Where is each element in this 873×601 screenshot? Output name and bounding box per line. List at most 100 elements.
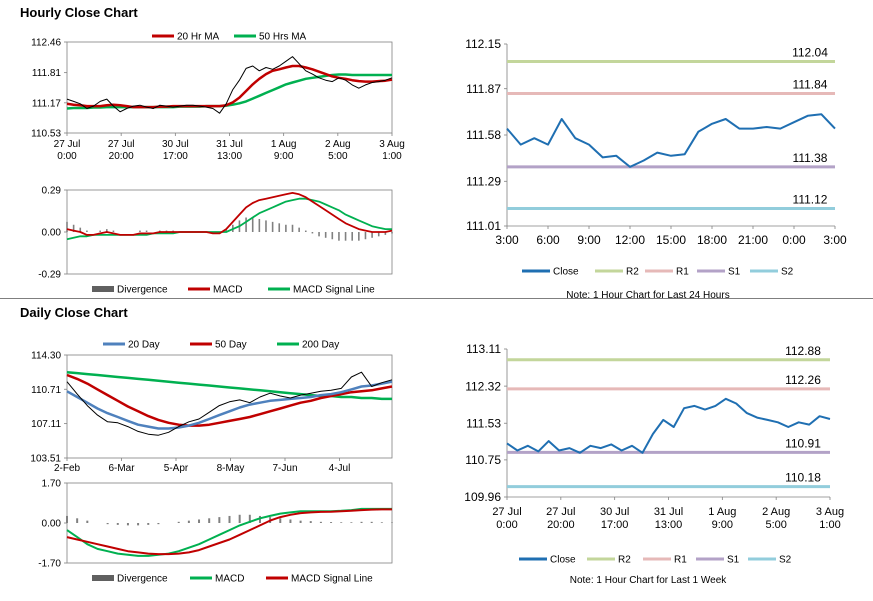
level-label-r2: 112.04: [792, 46, 828, 60]
level-label-r1: 111.84: [793, 77, 828, 91]
x-tick-label: 30 Jul: [600, 506, 629, 518]
chart-note: Note: 1 Hour Chart for Last 1 Week: [570, 575, 728, 586]
legend-label: 20 Day: [128, 340, 160, 351]
x-tick-label: 2 Aug: [762, 506, 790, 518]
y-tick-label: 112.46: [31, 38, 61, 49]
x-tick-label: 27 Jul: [546, 506, 575, 518]
x-tick-label: 4-Jul: [329, 463, 351, 474]
y-tick-label: 113.11: [466, 342, 501, 356]
x-tick-label: 15:00: [656, 233, 686, 247]
x-tick-label: 17:00: [163, 151, 188, 162]
close-line: [506, 397, 831, 454]
x-tick-label: 1:00: [382, 151, 402, 162]
legend-label: R1: [676, 267, 689, 278]
y-tick-label: 111.58: [466, 128, 501, 142]
legend-label: MACD: [213, 285, 242, 296]
y-tick-label: 112.15: [465, 37, 501, 51]
hourly-section-title: Hourly Close Chart: [20, 5, 138, 20]
macd-line: [66, 191, 393, 236]
x-tick-label: 0:00: [57, 151, 77, 162]
level-label-s1: 111.38: [793, 151, 828, 165]
legend-label: MACD: [215, 574, 244, 585]
level-label-r1: 112.26: [785, 373, 821, 387]
y-tick-label: 0.29: [42, 186, 62, 197]
legend-label: R2: [626, 267, 639, 278]
y-tick-label: 109.96: [464, 490, 501, 504]
x-tick-label: 0:00: [496, 519, 517, 531]
x-tick-label: 31 Jul: [216, 139, 243, 150]
x-tick-label: 3:00: [495, 233, 519, 247]
close-line: [66, 56, 393, 114]
x-tick-label: 5:00: [328, 151, 348, 162]
legend-swatch: [92, 286, 114, 292]
x-tick-label: 3 Aug: [816, 506, 844, 518]
x-tick-label: 9:00: [577, 233, 601, 247]
section-divider: [0, 298, 873, 299]
ma20-line: [66, 64, 393, 109]
x-tick-label: 18:00: [697, 233, 727, 247]
legend-label: S2: [779, 555, 792, 566]
legend-label: 50 Hrs MA: [259, 32, 307, 43]
y-tick-label: 110.71: [31, 385, 61, 396]
macd-signal-line: [66, 508, 392, 556]
x-tick-label: 21:00: [738, 233, 768, 247]
y-tick-label: 110.53: [31, 129, 61, 140]
x-tick-label: 27 Jul: [108, 139, 135, 150]
legend-label: Divergence: [117, 285, 168, 296]
y-tick-label: 107.11: [31, 419, 61, 430]
y-tick-label: 111.87: [466, 82, 501, 96]
x-tick-label: 1:00: [819, 519, 840, 531]
legend-label: 20 Hr MA: [177, 32, 220, 43]
x-tick-label: 0:00: [782, 233, 806, 247]
legend-label: 50 Day: [215, 340, 247, 351]
legend-label: MACD Signal Line: [291, 574, 373, 585]
x-tick-label: 3:00: [823, 233, 847, 247]
legend-label: S2: [781, 267, 794, 278]
x-tick-label: 1 Aug: [271, 139, 297, 150]
legend-label: MACD Signal Line: [293, 285, 375, 296]
y-tick-label: 111.01: [466, 219, 501, 233]
x-tick-label: 1 Aug: [708, 506, 736, 518]
legend-label: S1: [728, 267, 741, 278]
x-tick-label: 5-Apr: [164, 463, 189, 474]
x-tick-label: 13:00: [217, 151, 242, 162]
legend-label: R2: [618, 555, 631, 566]
chart-note: Note: 1 Hour Chart for Last 24 Hours: [566, 290, 729, 301]
x-tick-label: 27 Jul: [54, 139, 81, 150]
y-tick-label: 0.00: [42, 519, 62, 530]
y-tick-label: 111.81: [32, 68, 62, 79]
level-label-s1: 110.91: [785, 436, 821, 450]
y-tick-label: -0.29: [38, 270, 61, 281]
ma50-line: [66, 373, 393, 427]
x-tick-label: 13:00: [655, 519, 683, 531]
x-tick-label: 31 Jul: [654, 506, 683, 518]
x-tick-label: 27 Jul: [492, 506, 521, 518]
y-tick-label: 103.51: [30, 454, 61, 465]
legend-label: Close: [553, 267, 579, 278]
close-line: [66, 371, 393, 436]
close-line: [506, 113, 836, 168]
y-tick-label: 111.17: [32, 98, 62, 109]
y-tick-label: 111.29: [466, 174, 501, 188]
plot-frame: [66, 354, 393, 459]
x-tick-label: 6:00: [536, 233, 560, 247]
y-tick-label: 114.30: [31, 351, 61, 362]
x-tick-label: 12:00: [615, 233, 645, 247]
x-tick-label: 20:00: [109, 151, 134, 162]
x-tick-label: 2 Aug: [325, 139, 351, 150]
daily-section-title: Daily Close Chart: [20, 305, 128, 320]
y-tick-label: 112.32: [465, 379, 501, 393]
x-tick-label: 17:00: [601, 519, 629, 531]
legend-label: R1: [674, 555, 687, 566]
ma20-line: [66, 380, 393, 430]
level-label-s2: 110.18: [785, 471, 821, 485]
legend-label: Divergence: [117, 574, 168, 585]
y-tick-label: 110.75: [465, 453, 501, 467]
legend-label: Close: [550, 555, 576, 566]
